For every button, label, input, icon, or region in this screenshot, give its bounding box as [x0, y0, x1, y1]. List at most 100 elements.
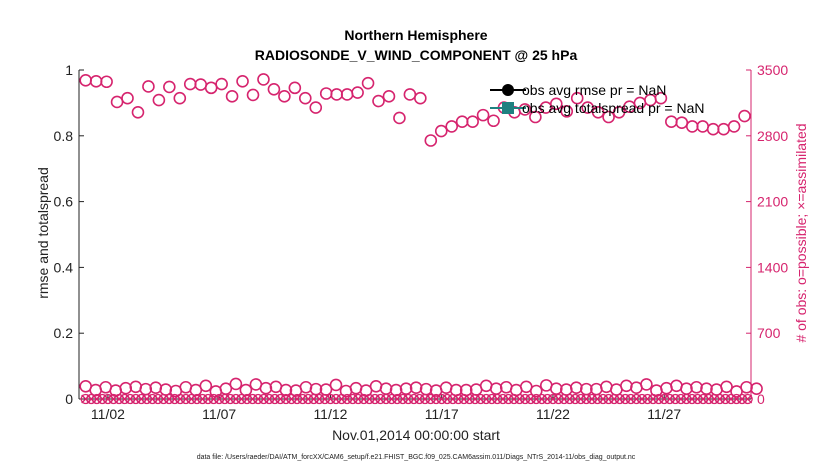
possible-obs-point [665, 115, 678, 128]
possible-obs-low-point [419, 382, 433, 396]
possible-obs-low-point [299, 380, 313, 394]
possible-obs-low-point [399, 382, 413, 395]
possible-obs-point [529, 110, 542, 124]
possible-obs-zero-point [403, 393, 414, 405]
possible-obs-point [330, 88, 343, 101]
possible-obs-low-point [149, 381, 163, 395]
possible-obs-zero-point [113, 393, 125, 405]
possible-obs-point [685, 120, 699, 133]
possible-obs-zero-point [492, 393, 503, 405]
possible-obs-zero-point [108, 393, 119, 405]
possible-obs-low-point [680, 382, 693, 395]
possible-obs-zero-point [631, 393, 642, 405]
possible-obs-zero-point [525, 393, 536, 405]
possible-obs-low-point [129, 380, 143, 394]
possible-obs-zero-point [581, 393, 592, 405]
possible-obs-zero-point [264, 393, 275, 405]
possible-obs-point [612, 106, 626, 119]
possible-obs-zero-point [725, 393, 737, 405]
possible-obs-zero-point [542, 393, 553, 405]
possible-obs-zero-point [280, 393, 292, 405]
possible-obs-zero-point [130, 393, 141, 405]
possible-obs-low-point [549, 382, 563, 395]
possible-obs-point [204, 81, 218, 95]
possible-obs-point [455, 115, 469, 128]
possible-obs-zero-point [247, 393, 258, 405]
possible-obs-zero-point [531, 393, 542, 405]
possible-obs-zero-point [308, 393, 319, 405]
possible-obs-zero-point [230, 393, 242, 405]
possible-obs-point [89, 74, 103, 88]
possible-obs-zero-point [508, 393, 520, 405]
possible-obs-point [518, 103, 532, 116]
possible-obs-point [570, 91, 584, 105]
possible-obs-low-point [139, 382, 153, 396]
possible-obs-low-point [640, 378, 653, 391]
possible-obs-zero-point [163, 393, 175, 405]
plot-area: 0 0.2 0.4 0.6 0.8 1 0 700 1400 2100 2800 3500 11/02 1… [54, 62, 789, 422]
possible-obs-zero-point [625, 393, 636, 405]
possible-obs-zero-point [714, 393, 725, 405]
possible-obs-zero-point [353, 393, 364, 405]
possible-obs-point [194, 78, 208, 91]
possible-obs-zero-point [558, 393, 570, 405]
possible-obs-point [560, 105, 574, 118]
possible-obs-zero-point [597, 393, 609, 405]
possible-obs-zero-point [675, 393, 687, 405]
possible-obs-point [717, 122, 730, 136]
possible-obs-zero-point [419, 393, 431, 405]
assimilated-obs-point [743, 394, 753, 404]
y-axis-label: rmse and totalspread [35, 167, 51, 299]
possible-obs-point [257, 73, 270, 86]
possible-obs-point [319, 87, 333, 100]
possible-obs-point [183, 77, 197, 91]
possible-obs-point [675, 116, 689, 129]
possible-obs-zero-point [241, 393, 253, 405]
possible-obs-zero-point [197, 393, 208, 405]
possible-obs-zero-point [575, 393, 586, 405]
possible-obs-zero-point [408, 393, 420, 405]
possible-obs-point [414, 91, 427, 105]
possible-obs-zero-point [347, 393, 358, 405]
y-tick-label: 0.6 [54, 194, 74, 210]
x-axis-label: Nov.01,2014 00:00:00 start [332, 427, 500, 443]
possible-obs-point [298, 91, 312, 105]
y-tick-label: 1 [65, 62, 73, 78]
possible-obs-zero-point [742, 393, 753, 405]
possible-obs-zero-point [119, 393, 130, 405]
possible-obs-zero-point [152, 393, 164, 405]
y2-tick-label: 700 [757, 325, 781, 341]
x-tick-label: 11/27 [647, 406, 681, 422]
possible-obs-low-point [700, 382, 713, 395]
x-tick-label: 11/12 [313, 406, 347, 422]
y2-tick-label: 3500 [757, 62, 788, 78]
data-file-footer: data file: /Users/raeder/DAI/ATM_forcXX/… [197, 454, 636, 461]
y2-tick-label: 0 [757, 391, 765, 407]
possible-obs-zero-point [564, 393, 575, 405]
possible-obs-point [278, 90, 291, 103]
possible-obs-low-point [439, 381, 453, 395]
possible-obs-zero-point [720, 393, 731, 405]
possible-obs-low-point [369, 380, 383, 393]
possible-obs-zero-point [519, 393, 531, 405]
possible-obs-zero-point [392, 393, 403, 405]
possible-obs-zero-point [453, 393, 464, 405]
y-tick-label: 0 [65, 391, 73, 407]
possible-obs-zero-point [91, 393, 102, 405]
possible-obs-low-point [199, 379, 213, 393]
possible-obs-point [267, 82, 281, 96]
possible-obs-zero-point [614, 393, 625, 405]
possible-obs-zero-point [503, 393, 514, 405]
possible-obs-zero-point [430, 393, 442, 405]
possible-obs-zero-point [469, 393, 481, 405]
possible-obs-point [434, 124, 448, 138]
possible-obs-point [403, 88, 417, 101]
possible-obs-zero-point [603, 393, 614, 405]
possible-obs-low-point [349, 381, 363, 395]
possible-obs-point [581, 101, 594, 114]
possible-obs-point [351, 86, 364, 99]
possible-obs-point [696, 120, 710, 133]
possible-obs-low-point [660, 381, 673, 395]
possible-obs-zero-point [314, 393, 325, 405]
